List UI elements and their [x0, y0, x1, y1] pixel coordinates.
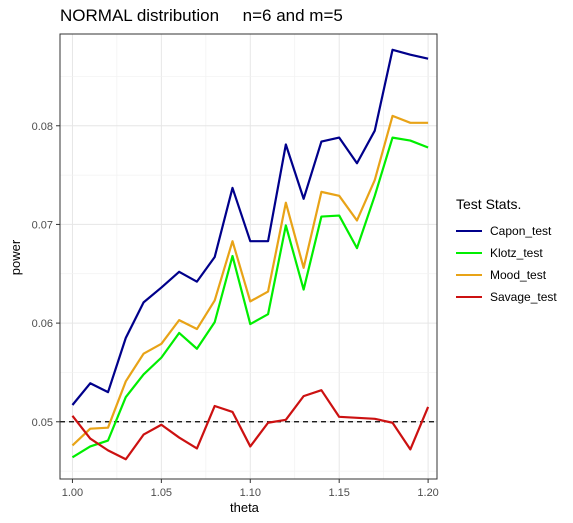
series-line-capon-test	[71, 48, 429, 406]
x-tick-label: 1.05	[151, 487, 172, 499]
x-tick-label: 1.10	[240, 487, 261, 499]
y-tick-label: 0.06	[32, 318, 53, 330]
series-line-mood-test	[71, 114, 429, 447]
x-axis-ticks: 1.00 1.05 1.10 1.15 1.20	[62, 479, 439, 499]
y-tick-label: 0.07	[32, 219, 53, 231]
legend-label: Savage_test	[490, 290, 557, 304]
legend-item: Savage_test	[456, 286, 557, 308]
x-tick-label: 1.00	[62, 487, 83, 499]
legend-label: Klotz_test	[490, 246, 543, 260]
legend-label: Mood_test	[490, 268, 547, 282]
x-tick-label: 1.20	[417, 487, 438, 499]
legend-item: Capon_test	[456, 220, 557, 242]
grid-lines	[60, 34, 437, 479]
legend-key	[456, 252, 482, 254]
legend-items: Capon_test Klotz_test Mood_test Savage_test	[456, 220, 557, 308]
x-axis-title: theta	[230, 500, 259, 515]
legend-key	[456, 274, 482, 276]
legend: Test Stats. Capon_test Klotz_test Mood_tes…	[456, 196, 557, 308]
legend-key	[456, 230, 482, 232]
y-axis-title: power	[8, 239, 24, 276]
series-line-klotz-test	[71, 136, 429, 459]
y-tick-label: 0.05	[32, 417, 53, 429]
legend-item: Klotz_test	[456, 242, 557, 264]
plot-frame	[59, 33, 438, 480]
y-tick-label: 0.08	[32, 121, 53, 133]
series-lines	[71, 48, 430, 461]
series-line-savage-test	[71, 389, 430, 461]
y-axis-ticks: 0.05 0.06 0.07 0.08	[32, 121, 60, 429]
legend-label: Capon_test	[490, 224, 552, 238]
x-tick-label: 1.15	[328, 487, 349, 499]
legend-key	[456, 296, 482, 298]
legend-item: Mood_test	[456, 264, 557, 286]
chart-title: NORMAL distribution n=6 and m=5	[60, 6, 343, 25]
legend-title: Test Stats.	[456, 196, 522, 212]
